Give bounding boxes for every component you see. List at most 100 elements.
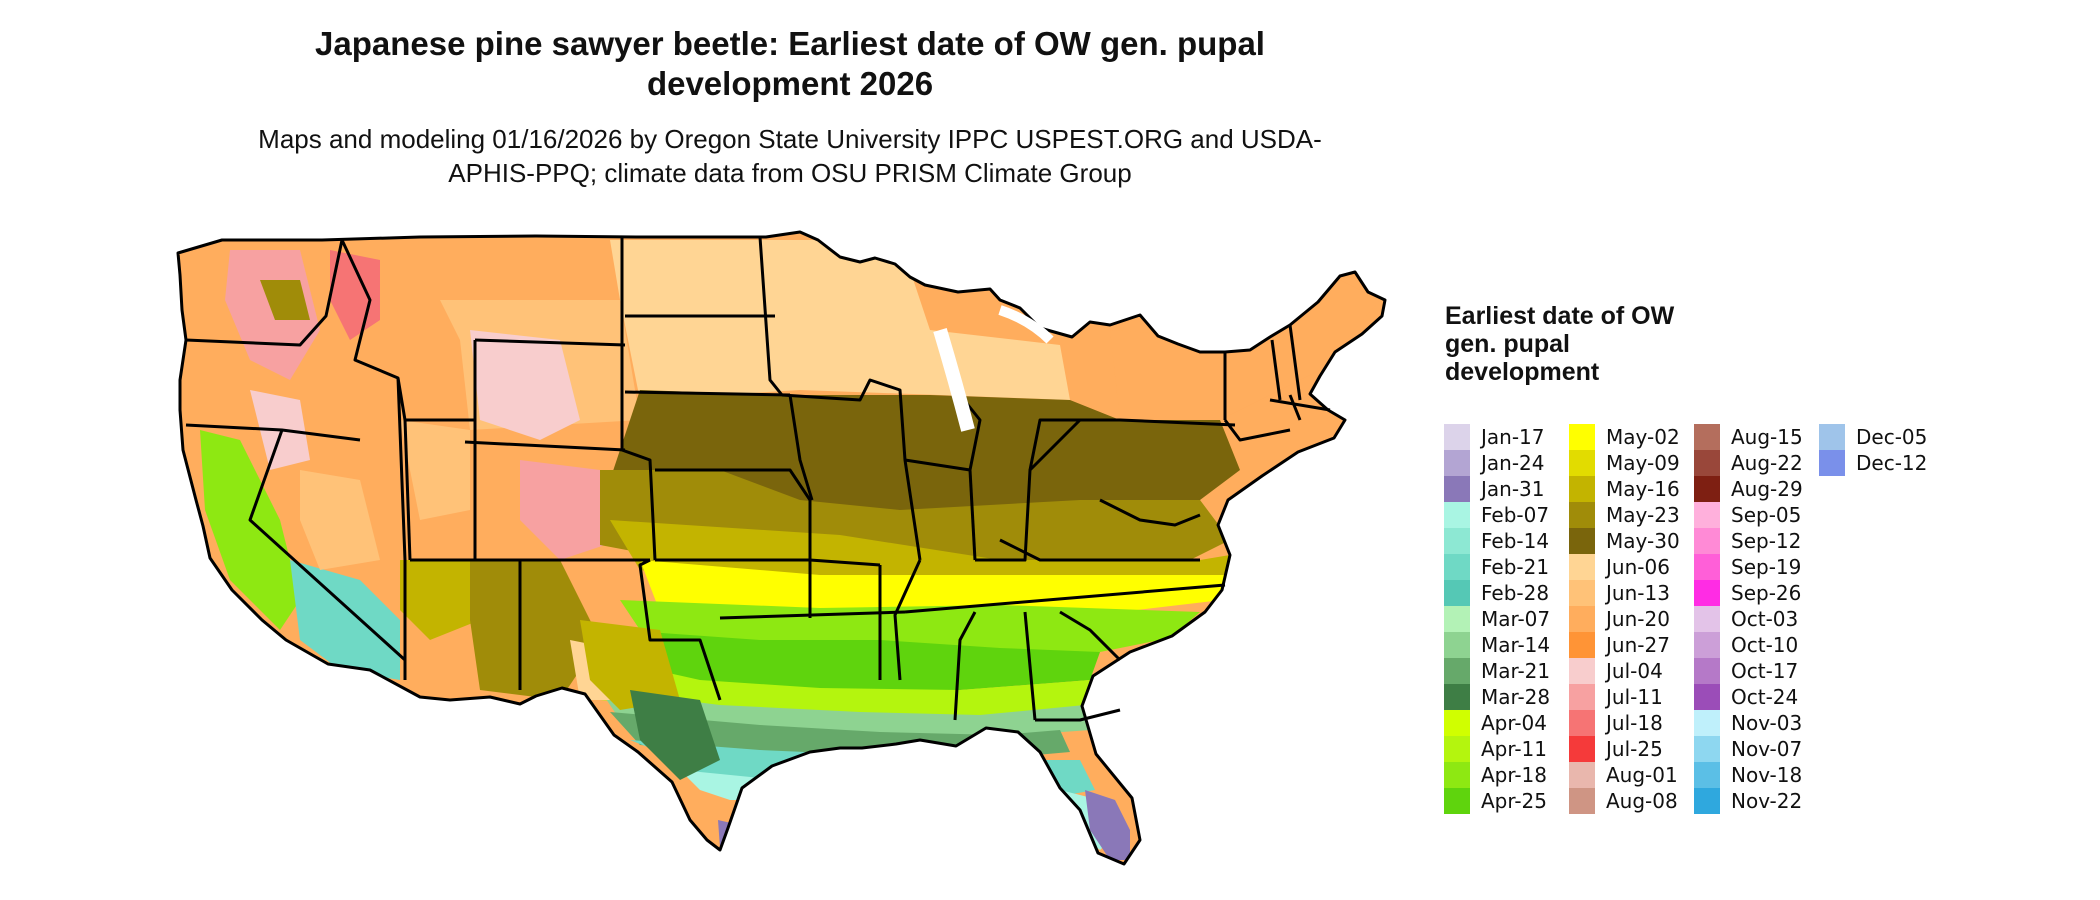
legend-label: Jun-27 bbox=[1606, 633, 1670, 657]
legend-swatch bbox=[1444, 762, 1470, 788]
legend-item: Nov-18 bbox=[1694, 762, 1824, 788]
legend-item: Sep-05 bbox=[1694, 502, 1824, 528]
legend-label: Mar-28 bbox=[1481, 685, 1551, 709]
legend-label: May-23 bbox=[1606, 503, 1680, 527]
legend-label: Oct-24 bbox=[1731, 685, 1799, 709]
legend-swatch bbox=[1569, 788, 1595, 814]
legend-item: Apr-11 bbox=[1444, 736, 1574, 762]
legend-item: May-09 bbox=[1569, 450, 1699, 476]
legend-swatch bbox=[1569, 762, 1595, 788]
legend-label: Apr-11 bbox=[1481, 737, 1547, 761]
legend-label: Aug-22 bbox=[1731, 451, 1803, 475]
legend-item: Nov-07 bbox=[1694, 736, 1824, 762]
legend-item: Mar-21 bbox=[1444, 658, 1574, 684]
legend-swatch bbox=[1694, 762, 1720, 788]
legend-label: Sep-12 bbox=[1731, 529, 1802, 553]
legend-swatch bbox=[1444, 606, 1470, 632]
legend-swatch bbox=[1444, 710, 1470, 736]
legend-swatch bbox=[1569, 632, 1595, 658]
legend-swatch bbox=[1569, 476, 1595, 502]
map-title: Japanese pine sawyer beetle: Earliest da… bbox=[315, 25, 1265, 102]
legend-item: Jun-06 bbox=[1569, 554, 1699, 580]
legend-item: Aug-01 bbox=[1569, 762, 1699, 788]
legend-item: May-30 bbox=[1569, 528, 1699, 554]
map-subtitle: Maps and modeling 01/16/2026 by Oregon S… bbox=[258, 124, 1322, 188]
legend-label: Oct-17 bbox=[1731, 659, 1799, 683]
legend-swatch bbox=[1694, 554, 1720, 580]
legend-item: Sep-19 bbox=[1694, 554, 1824, 580]
legend-label: Mar-14 bbox=[1481, 633, 1551, 657]
legend-label: Feb-07 bbox=[1481, 503, 1550, 527]
legend-item: Jun-13 bbox=[1569, 580, 1699, 606]
legend-label: Sep-26 bbox=[1731, 581, 1802, 605]
legend-item: Aug-15 bbox=[1694, 424, 1824, 450]
legend-swatch bbox=[1694, 658, 1720, 684]
legend-swatch bbox=[1694, 710, 1720, 736]
legend-label: Jan-31 bbox=[1481, 477, 1545, 501]
legend-item: Sep-12 bbox=[1694, 528, 1824, 554]
legend-label: Aug-08 bbox=[1606, 789, 1678, 813]
legend-label: Jul-04 bbox=[1606, 659, 1663, 683]
legend-swatch bbox=[1569, 424, 1595, 450]
legend-label: Aug-01 bbox=[1606, 763, 1678, 787]
legend-item: Apr-18 bbox=[1444, 762, 1574, 788]
legend-item: Jul-04 bbox=[1569, 658, 1699, 684]
legend-item: Apr-04 bbox=[1444, 710, 1574, 736]
legend-item: Jul-18 bbox=[1569, 710, 1699, 736]
legend-swatch bbox=[1819, 450, 1845, 476]
legend-swatch bbox=[1694, 580, 1720, 606]
legend-label: Jun-20 bbox=[1606, 607, 1670, 631]
legend-swatch bbox=[1569, 502, 1595, 528]
legend-label: Oct-10 bbox=[1731, 633, 1799, 657]
legend-item: Aug-29 bbox=[1694, 476, 1824, 502]
legend-label: Nov-07 bbox=[1731, 737, 1803, 761]
legend-swatch bbox=[1694, 450, 1720, 476]
legend-swatch bbox=[1444, 632, 1470, 658]
legend-swatch bbox=[1694, 476, 1720, 502]
legend-item: Sep-26 bbox=[1694, 580, 1824, 606]
legend-swatch bbox=[1444, 528, 1470, 554]
legend-swatch bbox=[1444, 788, 1470, 814]
legend-item: Jun-27 bbox=[1569, 632, 1699, 658]
legend-swatch bbox=[1444, 424, 1470, 450]
legend-item: Oct-10 bbox=[1694, 632, 1824, 658]
legend-item: Mar-07 bbox=[1444, 606, 1574, 632]
legend-label: Apr-18 bbox=[1481, 763, 1547, 787]
legend-label: Jul-11 bbox=[1606, 685, 1663, 709]
legend-swatch bbox=[1444, 736, 1470, 762]
legend-item: Feb-14 bbox=[1444, 528, 1574, 554]
legend-item: Jan-17 bbox=[1444, 424, 1574, 450]
legend-label: May-09 bbox=[1606, 451, 1680, 475]
legend-label: Oct-03 bbox=[1731, 607, 1799, 631]
legend-swatch bbox=[1694, 424, 1720, 450]
legend-item: Dec-05 bbox=[1819, 424, 1949, 450]
legend-label: Aug-29 bbox=[1731, 477, 1803, 501]
legend-swatch bbox=[1694, 632, 1720, 658]
legend-label: May-30 bbox=[1606, 529, 1680, 553]
legend-label: Feb-21 bbox=[1481, 555, 1550, 579]
legend-swatch bbox=[1569, 684, 1595, 710]
us-map bbox=[176, 230, 1387, 866]
legend-item: May-23 bbox=[1569, 502, 1699, 528]
legend-swatch bbox=[1444, 658, 1470, 684]
legend-label: Nov-03 bbox=[1731, 711, 1803, 735]
legend-swatch bbox=[1819, 424, 1845, 450]
legend-swatch bbox=[1444, 450, 1470, 476]
legend-swatch bbox=[1569, 580, 1595, 606]
legend-swatch bbox=[1694, 788, 1720, 814]
legend-swatch bbox=[1694, 736, 1720, 762]
legend-item: May-16 bbox=[1569, 476, 1699, 502]
legend-label: Dec-05 bbox=[1856, 425, 1928, 449]
legend-swatch bbox=[1694, 502, 1720, 528]
legend-item: Dec-12 bbox=[1819, 450, 1949, 476]
legend-item: Nov-22 bbox=[1694, 788, 1824, 814]
legend-item: Oct-24 bbox=[1694, 684, 1824, 710]
legend-item: Oct-03 bbox=[1694, 606, 1824, 632]
legend-label: Apr-04 bbox=[1481, 711, 1547, 735]
legend-label: Sep-05 bbox=[1731, 503, 1802, 527]
legend-label: Feb-28 bbox=[1481, 581, 1550, 605]
legend-item: Apr-25 bbox=[1444, 788, 1574, 814]
legend-item: Feb-21 bbox=[1444, 554, 1574, 580]
legend-item: May-02 bbox=[1569, 424, 1699, 450]
legend-swatch bbox=[1444, 684, 1470, 710]
